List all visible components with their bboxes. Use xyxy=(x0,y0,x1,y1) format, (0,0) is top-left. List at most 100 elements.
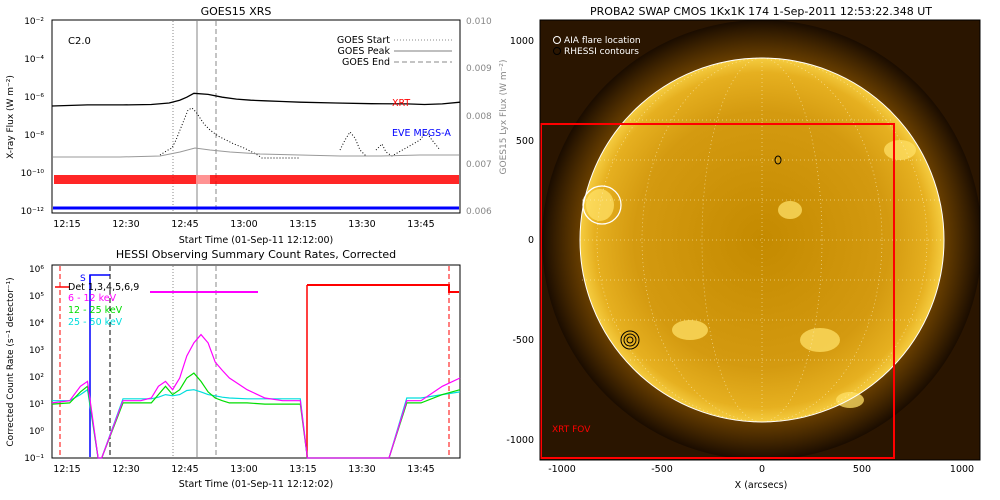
hessi-legend-det: Det 1,3,4,5,6,9 xyxy=(68,282,139,293)
sun-ytick-5: -1000 xyxy=(506,435,534,446)
hessi-ytick-7: 10⁰ xyxy=(29,427,44,437)
goes-rtick-3: 0.008 xyxy=(466,112,492,122)
goes-ylabel-left: X-ray Flux (W m⁻²) xyxy=(6,75,16,159)
sun-xlabel: X (arcsecs) xyxy=(735,480,788,491)
goes-ylabel-right: GOES15 Lyx Flux (W m⁻²) xyxy=(499,60,509,175)
active-region-4 xyxy=(884,140,916,160)
goes-xlabel: Start Time (01-Sep-11 12:12:00) xyxy=(179,235,334,246)
hessi-xtick-6: 13:30 xyxy=(348,464,375,475)
hessi-legend-25-50: 25 - 50 keV xyxy=(68,317,123,328)
goes-ytick-1: 10⁻² xyxy=(24,17,44,27)
hessi-ytick-1: 10⁶ xyxy=(29,265,44,275)
goes-ytick-5: 10⁻¹⁰ xyxy=(21,169,45,179)
goes-ytick-4: 10⁻⁸ xyxy=(24,131,44,141)
hessi-s-label: S xyxy=(80,274,86,284)
hessi-ylabel: Corrected Count Rate (s⁻¹ detector⁻¹) xyxy=(6,277,16,446)
sun-title: PROBA2 SWAP CMOS 1Kx1K 174 1-Sep-2011 12… xyxy=(590,5,932,18)
goes-xtick-7: 13:45 xyxy=(407,219,434,230)
hessi-yaxis: 10⁶ 10⁵ 10⁴ 10³ 10² 10¹ 10⁰ 10⁻¹ xyxy=(24,265,44,464)
sun-legend-aia: AIA flare location xyxy=(564,36,641,46)
goes-legend-end: GOES End xyxy=(342,57,390,68)
sun-ytick-3: 0 xyxy=(528,235,534,246)
goes-rtick-4: 0.007 xyxy=(466,160,492,170)
goes-xaxis: 12:15 12:30 12:45 13:00 13:15 13:30 13:4… xyxy=(53,219,434,230)
active-region-5 xyxy=(836,392,864,408)
sun-disk xyxy=(580,58,944,422)
goes-xtick-3: 12:45 xyxy=(171,219,198,230)
goes-short-flux-line xyxy=(159,107,441,159)
rhessi-legend-icon xyxy=(553,47,561,55)
goes-xtick-5: 13:15 xyxy=(289,219,316,230)
rhessi-contour-1 xyxy=(620,330,640,350)
sun-legend-rhessi: RHESSI contours xyxy=(564,47,639,57)
goes-xtick-4: 13:00 xyxy=(230,219,257,230)
sun-panel: PROBA2 SWAP CMOS 1Kx1K 174 1-Sep-2011 12… xyxy=(506,5,981,491)
sun-xtick-4: 500 xyxy=(853,464,871,475)
rhessi-contour-4 xyxy=(774,155,782,165)
sun-ytick-4: -500 xyxy=(512,335,534,346)
xrt-fov-box xyxy=(540,123,895,459)
rhessi-contours xyxy=(620,155,782,350)
goes-class-label: C2.0 xyxy=(68,36,91,47)
rhessi-contour-3 xyxy=(626,336,634,344)
goes-legend-peak: GOES Peak xyxy=(338,46,391,57)
xrt-fov-label: XRT FOV xyxy=(552,425,591,435)
hessi-legend-6-12: 6 - 12 keV xyxy=(68,293,117,304)
goes-plot-frame xyxy=(51,19,461,214)
goes-yaxis-right: 0.010 0.009 0.008 0.007 0.006 xyxy=(466,17,492,217)
sun-legend: AIA flare location RHESSI contours xyxy=(553,36,641,57)
hessi-legend-12-25: 12 - 25 keV xyxy=(68,305,123,316)
goes-xrt-ticks xyxy=(54,175,459,184)
hessi-xtick-4: 13:00 xyxy=(230,464,257,475)
hessi-ytick-3: 10⁴ xyxy=(29,319,44,329)
sun-xtick-2: -500 xyxy=(651,464,673,475)
hessi-ytick-4: 10³ xyxy=(29,346,44,356)
goes-rtick-2: 0.009 xyxy=(466,64,492,74)
sun-limb xyxy=(579,57,945,423)
goes-xtick-2: 12:30 xyxy=(112,219,139,230)
active-region-3 xyxy=(800,328,840,352)
goes-long-flux-line xyxy=(51,92,461,107)
goes-xrt-label: XRT xyxy=(392,98,410,109)
goes-panel: GOES15 XRS C2.0 GOES Start GOES Peak GOE… xyxy=(6,5,509,246)
sun-ytick-1: 1000 xyxy=(510,36,534,47)
grid-lon-1 xyxy=(701,57,823,423)
goes-xtick-1: 12:15 xyxy=(53,219,80,230)
goes-legend-start: GOES Start xyxy=(337,35,390,46)
hessi-ytick-6: 10¹ xyxy=(29,400,44,410)
goes-rtick-5: 0.006 xyxy=(466,207,492,217)
goes-rtick-1: 0.010 xyxy=(466,17,492,27)
goes-ytick-3: 10⁻⁶ xyxy=(24,93,44,103)
grid-lon-2 xyxy=(641,57,883,423)
hessi-legend: Det 1,3,4,5,6,9 6 - 12 keV 12 - 25 keV 2… xyxy=(68,282,139,328)
hessi-xlabel: Start Time (01-Sep-11 12:12:02) xyxy=(179,479,334,490)
hessi-red-top xyxy=(307,284,459,293)
active-region-2 xyxy=(672,320,708,340)
sun-features xyxy=(586,140,916,408)
hessi-xaxis: 12:15 12:30 12:45 13:00 13:15 13:30 13:4… xyxy=(53,464,434,475)
active-region-6 xyxy=(778,201,802,219)
hessi-ytick-8: 10⁻¹ xyxy=(24,454,44,464)
hessi-panel: HESSI Observing Summary Count Rates, Cor… xyxy=(6,248,461,490)
hessi-series-6-12 xyxy=(51,333,461,459)
sun-image xyxy=(540,20,980,460)
hessi-xtick-7: 13:45 xyxy=(407,464,434,475)
goes-xrt-band xyxy=(54,175,459,184)
goes-yaxis-left: 10⁻² 10⁻⁴ 10⁻⁶ 10⁻⁸ 10⁻¹⁰ 10⁻¹² xyxy=(21,17,45,217)
aia-flare-circle xyxy=(582,185,622,225)
hessi-ytick-5: 10² xyxy=(29,373,44,383)
sun-xaxis: -1000 -500 0 500 1000 xyxy=(548,464,974,475)
rhessi-contour-2 xyxy=(623,333,637,347)
goes-legend: GOES Start GOES Peak GOES End xyxy=(337,35,452,68)
hessi-xtick-5: 13:15 xyxy=(289,464,316,475)
hessi-title: HESSI Observing Summary Count Rates, Cor… xyxy=(116,248,396,261)
sun-xtick-5: 1000 xyxy=(950,464,974,475)
hessi-xtick-1: 12:15 xyxy=(53,464,80,475)
hessi-blue-top xyxy=(89,274,110,285)
hessi-plot-frame xyxy=(51,264,461,459)
goes-xtick-6: 13:30 xyxy=(348,219,375,230)
goes-ytick-2: 10⁻⁴ xyxy=(24,55,44,65)
hessi-series-25-50 xyxy=(52,388,461,459)
goes-lya-line xyxy=(53,147,459,158)
